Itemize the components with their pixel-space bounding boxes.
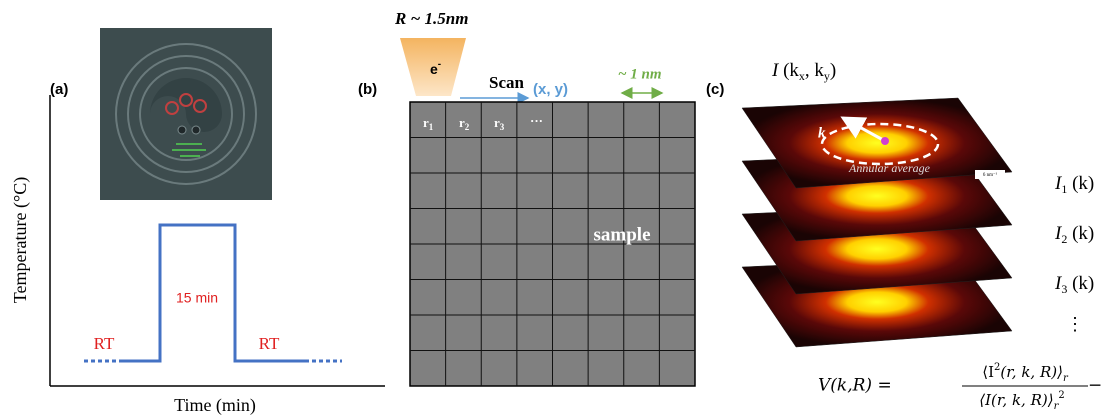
stack-label: I1 (k) <box>1054 173 1094 195</box>
k-label: k <box>818 125 826 141</box>
sample-label: sample <box>594 224 651 245</box>
scan-direction: (x, y) <box>533 81 568 98</box>
stack-label: I2 (k) <box>1054 223 1094 245</box>
formula: V(k,R) = ⟨I2(r, k, R)⟩r ⟨I(r, k, R)⟩r2 −… <box>818 362 1104 412</box>
stack-label: I3 (k) <box>1054 273 1094 295</box>
y-axis-label: Temperature (°C) <box>10 177 31 303</box>
formula-tail: − 1 <box>1088 376 1104 396</box>
formula-denominator: ⟨I(r, k, R)⟩r2 <box>979 390 1064 412</box>
step-label: ~ 1 nm <box>618 66 662 82</box>
formula-numerator: ⟨I2(r, k, R)⟩r <box>982 362 1069 384</box>
panel-label: (c) <box>706 81 724 98</box>
scale-bar: 6 nm⁻¹ <box>983 172 998 178</box>
pattern-label: I (kx, ky) <box>771 60 836 82</box>
annular-label: Annular average <box>848 161 931 175</box>
inset-image <box>100 28 272 200</box>
more-marker: ⋮ <box>1066 314 1084 334</box>
rt-label: RT <box>259 334 280 353</box>
panel-b: (b) R ~ 1.5nm e- Scan (x, y) ~ 1 nm r1 r… <box>358 9 695 386</box>
panel-c: (c) I (kx, ky) k Annular average 6 nm⁻¹ … <box>706 60 1104 411</box>
duration-label: 15 min <box>176 290 218 306</box>
panel-label: (b) <box>358 81 377 98</box>
probe-size: R ~ 1.5nm <box>394 9 468 28</box>
figure: (a) RT RT 15 min Temperature (°C) Time (… <box>0 0 1104 419</box>
rt-label: RT <box>94 334 115 353</box>
panel-a: (a) RT RT 15 min Temperature (°C) Time (… <box>10 28 385 416</box>
x-axis-label: Time (min) <box>174 395 256 416</box>
cell-ellipsis: ··· <box>530 113 543 128</box>
formula-lhs: V(k,R) = <box>818 376 892 396</box>
panel-label: (a) <box>50 81 68 98</box>
scan-label: Scan <box>489 73 525 92</box>
